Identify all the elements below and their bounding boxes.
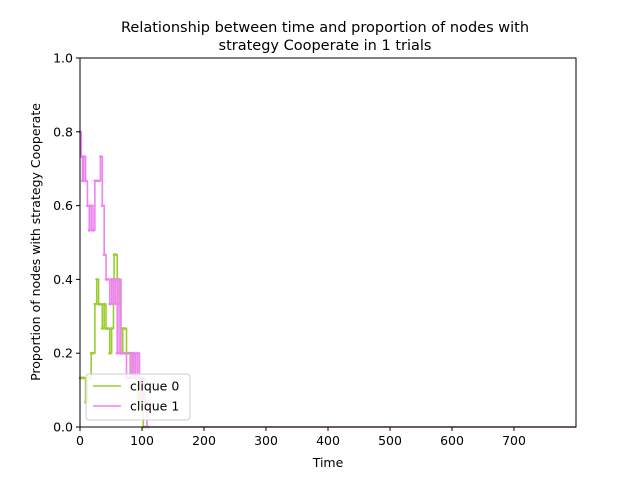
legend-label-clique-0: clique 0 (130, 379, 179, 394)
x-tick-label: 300 (254, 433, 278, 448)
y-axis-label: Proportion of nodes with strategy Cooper… (28, 103, 43, 381)
x-tick-label: 200 (192, 433, 216, 448)
data-point-clique-0-9 (95, 278, 99, 281)
data-point-clique-1-17 (108, 302, 112, 306)
data-point-clique-0-20 (113, 253, 117, 257)
legend-label-clique-1: clique 1 (130, 399, 179, 414)
data-point-clique-0-8 (93, 302, 97, 306)
x-tick-label: 700 (502, 433, 526, 448)
x-axis-label: Time (312, 455, 344, 470)
data-point-clique-0-15 (106, 327, 110, 330)
x-axis-ticks: 0 100 200 300 400 500 600 700 (76, 427, 526, 448)
data-point-clique-1-13 (100, 204, 104, 208)
y-tick-label: 0.4 (53, 272, 73, 287)
data-point-clique-1-25 (123, 351, 127, 355)
data-point-clique-0-12 (100, 327, 104, 330)
data-point-clique-1-28 (128, 351, 132, 355)
data-point-clique-1-30 (132, 351, 136, 355)
data-point-clique-1-8 (91, 228, 95, 232)
legend: clique 0 clique 1 (85, 373, 191, 421)
data-point-clique-1-22 (117, 278, 121, 281)
data-point-clique-1-12 (99, 155, 102, 158)
x-tick-label: 0 (76, 433, 84, 448)
data-point-clique-0-7 (91, 351, 95, 355)
x-tick-label: 500 (378, 433, 402, 448)
data-point-clique-0-11 (99, 302, 102, 306)
data-point-clique-0-25 (123, 327, 127, 330)
data-point-clique-1-7 (89, 204, 93, 208)
data-point-clique-1-6 (87, 228, 91, 232)
data-point-clique-1-16 (106, 278, 110, 281)
y-tick-label: 1.0 (53, 51, 73, 66)
data-point-clique-0-13 (102, 302, 106, 306)
x-tick-label: 100 (130, 433, 154, 448)
data-point-clique-1-2 (81, 179, 84, 183)
x-tick-label: 600 (440, 433, 464, 448)
y-tick-label: 0.0 (53, 420, 73, 435)
data-point-clique-1-14 (102, 253, 106, 257)
data-point-clique-0-2 (82, 376, 86, 380)
data-point-clique-1-32 (136, 351, 140, 355)
data-point-clique-1-19 (112, 302, 115, 306)
data-point-clique-1-11 (97, 179, 100, 183)
chart-title-line-2: strategy Cooperate in 1 trials (219, 38, 432, 54)
data-point-clique-0-16 (108, 351, 112, 355)
data-point-clique-1-1 (79, 155, 83, 158)
data-point-clique-1-4 (84, 179, 87, 183)
data-point-clique-1-18 (110, 278, 114, 281)
y-axis-ticks: 0.0 0.2 0.4 0.6 0.8 1.0 (53, 51, 80, 435)
y-tick-label: 0.2 (53, 346, 73, 361)
data-point-clique-1-3 (82, 155, 86, 158)
x-tick-label: 400 (316, 433, 340, 448)
data-point-clique-1-21 (115, 351, 119, 355)
chart-title-line-1: Relationship between time and proportion… (121, 20, 529, 36)
y-tick-label: 0.8 (53, 124, 73, 139)
data-point-clique-0-17 (110, 327, 114, 330)
data-point-clique-1-5 (86, 204, 89, 208)
data-point-clique-1-20 (113, 278, 117, 281)
y-tick-label: 0.6 (53, 198, 73, 213)
